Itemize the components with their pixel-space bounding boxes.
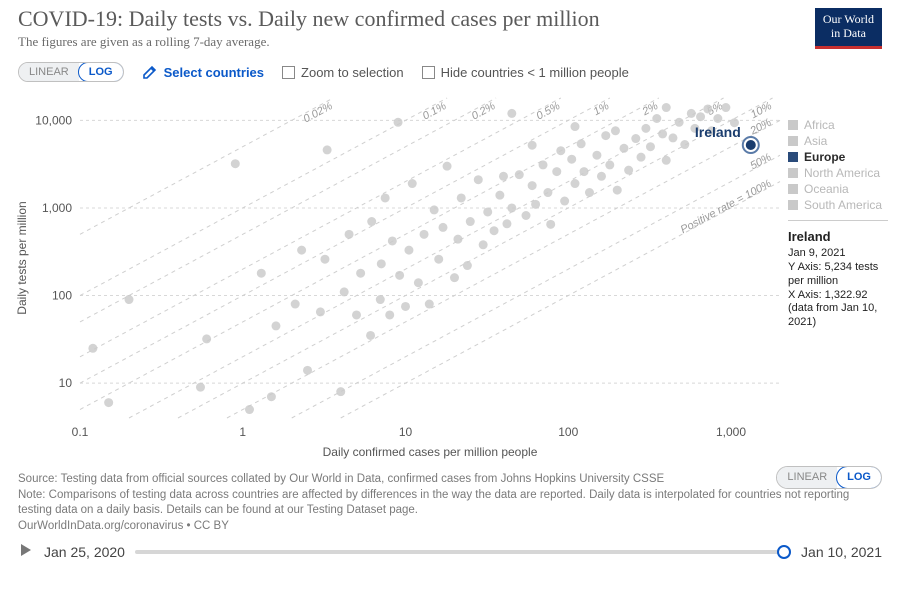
select-countries-button[interactable]: Select countries — [142, 64, 264, 80]
svg-text:0.5%: 0.5% — [534, 100, 562, 123]
log-option[interactable]: LOG — [836, 466, 882, 489]
log-option[interactable]: LOG — [78, 62, 124, 82]
legend-label: Europe — [804, 150, 845, 164]
legend-item-oceania[interactable]: Oceania — [788, 182, 888, 196]
legend-label: South America — [804, 198, 882, 212]
chart-footer: LINEAR LOG Source: Testing data from off… — [0, 468, 900, 538]
timeline-handle[interactable] — [777, 545, 791, 559]
legend-item-north-america[interactable]: North America — [788, 166, 888, 180]
svg-text:Ireland: Ireland — [695, 124, 741, 140]
legend-label: Asia — [804, 134, 827, 148]
svg-text:50%: 50% — [748, 151, 773, 172]
legend-label: North America — [804, 166, 880, 180]
svg-text:1,000: 1,000 — [42, 201, 72, 215]
legend-label: Oceania — [804, 182, 849, 196]
zoom-to-selection-checkbox[interactable]: Zoom to selection — [282, 65, 404, 80]
legend-item-asia[interactable]: Asia — [788, 134, 888, 148]
timeline-track[interactable] — [135, 550, 791, 554]
legend-swatch — [788, 200, 798, 210]
legend-swatch — [788, 184, 798, 194]
point-tooltip: Ireland Jan 9, 2021 Y Axis: 5,234 tests … — [788, 229, 888, 330]
checkbox-icon — [282, 66, 295, 79]
legend-item-europe[interactable]: Europe — [788, 150, 888, 164]
svg-text:0.1: 0.1 — [72, 425, 89, 439]
logo-line-2: in Data — [831, 26, 866, 40]
legend-swatch — [788, 120, 798, 130]
play-button[interactable] — [18, 542, 34, 561]
legend-item-africa[interactable]: Africa — [788, 118, 888, 132]
checkbox-icon — [422, 66, 435, 79]
legend-item-south-america[interactable]: South America — [788, 198, 888, 212]
pencil-icon — [142, 64, 158, 80]
svg-text:0.1%: 0.1% — [421, 100, 449, 123]
hide-small-countries-checkbox[interactable]: Hide countries < 1 million people — [422, 65, 629, 80]
legend-swatch — [788, 152, 798, 162]
select-countries-label: Select countries — [164, 65, 264, 80]
owid-logo[interactable]: Our World in Data — [815, 8, 882, 49]
svg-text:Daily tests per million: Daily tests per million — [15, 201, 29, 314]
linear-option[interactable]: LINEAR — [19, 63, 79, 81]
play-icon — [18, 542, 34, 558]
tooltip-x: X Axis: 1,322.92 — [788, 289, 888, 303]
svg-text:0.02%: 0.02% — [302, 100, 335, 125]
timeline-end: Jan 10, 2021 — [801, 544, 882, 560]
legend-swatch — [788, 168, 798, 178]
tooltip-y: Y Axis: 5,234 tests per million — [788, 261, 888, 289]
svg-text:1,000: 1,000 — [716, 425, 746, 439]
tooltip-country: Ireland — [788, 229, 888, 245]
tooltip-date: Jan 9, 2021 — [788, 247, 888, 261]
page-subtitle: The figures are given as a rolling 7-day… — [18, 34, 882, 50]
svg-text:100: 100 — [558, 425, 578, 439]
svg-text:100: 100 — [52, 289, 72, 303]
continent-legend: Africa Asia Europe North America Oceania Sout… — [788, 118, 888, 330]
y-scale-toggle[interactable]: LINEAR LOG — [18, 62, 124, 82]
x-scale-toggle[interactable]: LINEAR LOG — [776, 466, 882, 489]
linear-option[interactable]: LINEAR — [777, 467, 837, 488]
svg-text:1%: 1% — [592, 100, 612, 118]
zoom-label: Zoom to selection — [301, 65, 404, 80]
tooltip-note: (data from Jan 10, 2021) — [788, 302, 888, 330]
svg-text:10,000: 10,000 — [35, 113, 72, 127]
svg-text:10: 10 — [399, 425, 413, 439]
chart-controls: LINEAR LOG Select countries Zoom to sele… — [0, 52, 900, 88]
svg-text:1: 1 — [239, 425, 246, 439]
svg-text:10%: 10% — [749, 100, 774, 121]
page-title: COVID-19: Daily tests vs. Daily new conf… — [18, 6, 882, 32]
time-slider[interactable]: Jan 25, 2020 Jan 10, 2021 — [0, 538, 900, 565]
logo-line-1: Our World — [823, 12, 874, 26]
svg-text:0.2%: 0.2% — [470, 100, 498, 123]
timeline-start: Jan 25, 2020 — [44, 544, 125, 560]
legend-label: Africa — [804, 118, 835, 132]
attribution-line: OurWorldInData.org/coronavirus • CC BY — [18, 519, 882, 535]
legend-swatch — [788, 136, 798, 146]
svg-text:20%: 20% — [747, 116, 773, 138]
hide-label: Hide countries < 1 million people — [441, 65, 629, 80]
note-line: Note: Comparisons of testing data across… — [18, 488, 882, 519]
scatter-chart[interactable]: 10 100 1,000 10,000 0.1 1 10 100 1,000 0.02% 0.1% 0… — [0, 88, 900, 468]
svg-text:Daily confirmed cases per mill: Daily confirmed cases per million people — [323, 445, 538, 459]
svg-text:Positive rate = 100%: Positive rate = 100% — [679, 178, 774, 237]
source-line: Source: Testing data from official sourc… — [18, 472, 882, 488]
svg-text:10: 10 — [59, 376, 73, 390]
